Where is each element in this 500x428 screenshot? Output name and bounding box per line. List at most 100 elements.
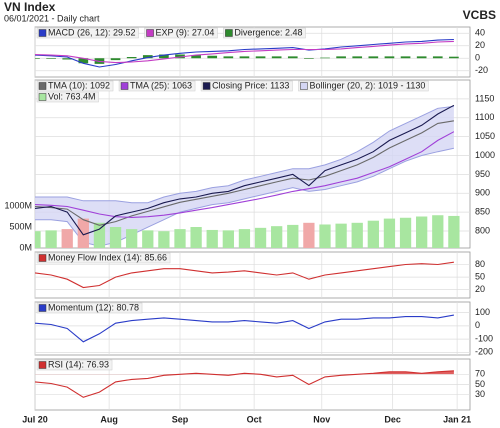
y-tick-label: 40 <box>475 28 485 38</box>
legend-bg <box>223 27 306 39</box>
legend-label: Money Flow Index (14): 85.66 <box>48 252 167 262</box>
volume-bar <box>271 226 283 248</box>
legend-bg <box>36 27 139 39</box>
bar <box>384 56 395 59</box>
band-fill <box>35 106 454 247</box>
line <box>35 104 455 236</box>
legend-swatch <box>225 29 233 37</box>
bar <box>239 56 250 59</box>
volume-bar <box>335 223 347 248</box>
volume-bar <box>174 229 186 248</box>
bar <box>271 56 282 59</box>
volume-bar <box>109 227 122 248</box>
vol-tick-label: 0M <box>19 242 32 252</box>
legend-item: Money Flow Index (14): 85.66 <box>36 252 171 264</box>
legend-bg <box>200 80 293 92</box>
y-tick-label: -100 <box>475 333 493 343</box>
legend-item: Closing Price: 1133 <box>200 80 293 92</box>
bar <box>287 56 298 59</box>
plot <box>35 314 454 343</box>
bar <box>46 58 56 59</box>
legend-swatch <box>202 82 211 90</box>
volume-bar <box>399 217 412 248</box>
y-tick-label: 80 <box>475 259 485 269</box>
y-tick-label: 1000 <box>475 150 495 160</box>
volume-bar <box>35 231 41 248</box>
legend-label: MACD (26, 12): 29.52 <box>48 27 136 37</box>
y-tick-label: 50 <box>475 271 485 281</box>
legend-item: Bollinger (20, 2): 1019 - 1130 <box>298 80 429 92</box>
volume-bar <box>254 227 267 248</box>
y-tick-label: 20 <box>475 40 485 50</box>
y-tick-label: 50 <box>475 379 485 389</box>
volume-bar <box>206 229 218 248</box>
volume-bar <box>142 230 154 248</box>
volume-bar <box>287 224 299 248</box>
bar <box>304 58 314 59</box>
x-tick-label: Nov <box>313 414 330 424</box>
legend-swatch <box>38 93 47 101</box>
line <box>35 370 454 398</box>
x-tick-label: Aug <box>100 414 118 424</box>
legend-bg <box>298 80 429 92</box>
legend-label: Bollinger (20, 2): 1019 - 1130 <box>309 80 425 90</box>
legend-bg <box>36 80 114 92</box>
vol-tick-label: 500M <box>9 221 32 231</box>
volume-bar <box>158 231 170 248</box>
legend-bg <box>144 27 218 39</box>
legend-item: RSI (14): 76.93 <box>36 359 113 371</box>
x-tick-label: Dec <box>384 414 401 424</box>
chart-subtitle: 06/01/2021 - Daily chart <box>4 13 100 23</box>
volume-bar <box>126 229 138 248</box>
y-tick-label: 900 <box>475 188 490 198</box>
legend-item: TMA (25): 1063 <box>118 80 196 92</box>
y-tick-label: -20 <box>475 65 488 75</box>
legend-label: Momentum (12): 80.78 <box>48 302 139 312</box>
chart-title: VN Index <box>4 0 56 14</box>
bar <box>110 58 121 61</box>
y-tick-label: 0 <box>475 53 480 63</box>
bar <box>78 58 89 64</box>
legend-swatch <box>120 82 129 90</box>
legend-bg <box>36 252 171 264</box>
volume-bar <box>432 215 444 248</box>
line <box>35 314 454 343</box>
legend-bg <box>118 80 196 92</box>
y-tick-label: 70 <box>475 369 485 379</box>
volume-bar <box>448 215 460 248</box>
volume-bar <box>190 227 202 248</box>
legend-label: RSI (14): 76.93 <box>48 359 109 369</box>
vol-tick-label: 1000M <box>4 200 32 210</box>
y-tick-label: 20 <box>475 284 485 294</box>
legend-swatch <box>38 82 47 90</box>
y-tick-label: -200 <box>475 347 493 357</box>
bar <box>207 55 218 59</box>
legend-bg <box>36 359 113 371</box>
legend-label: Divergence: 2.48 <box>234 27 302 37</box>
legend-item: TMA (10): 1092 <box>36 80 114 92</box>
plot <box>35 261 454 289</box>
volume-bar <box>222 230 234 248</box>
line <box>35 38 454 68</box>
legend-swatch <box>38 361 47 369</box>
bar <box>126 57 137 59</box>
bar <box>449 56 459 59</box>
bar <box>35 58 40 59</box>
legend-item: Momentum (12): 80.78 <box>36 302 143 314</box>
y-tick-label: 1100 <box>475 112 494 122</box>
legend-label: TMA (10): 1092 <box>48 80 110 90</box>
plot <box>35 38 459 68</box>
legend-swatch <box>146 29 154 37</box>
x-tick-label: Sep <box>172 414 189 424</box>
x-tick-label: Jan 21 <box>443 414 471 424</box>
legend-item: Vol: 763.4M <box>36 91 99 103</box>
y-tick-label: 0 <box>475 320 480 330</box>
legend-item: EXP (9): 27.04 <box>144 27 218 39</box>
bar <box>159 54 169 59</box>
y-tick-label: 1150 <box>475 93 494 103</box>
x-tick-label: Oct <box>247 414 262 424</box>
y-tick-label: 800 <box>475 225 490 235</box>
bar <box>400 56 411 59</box>
y-tick-label: 950 <box>475 169 490 179</box>
